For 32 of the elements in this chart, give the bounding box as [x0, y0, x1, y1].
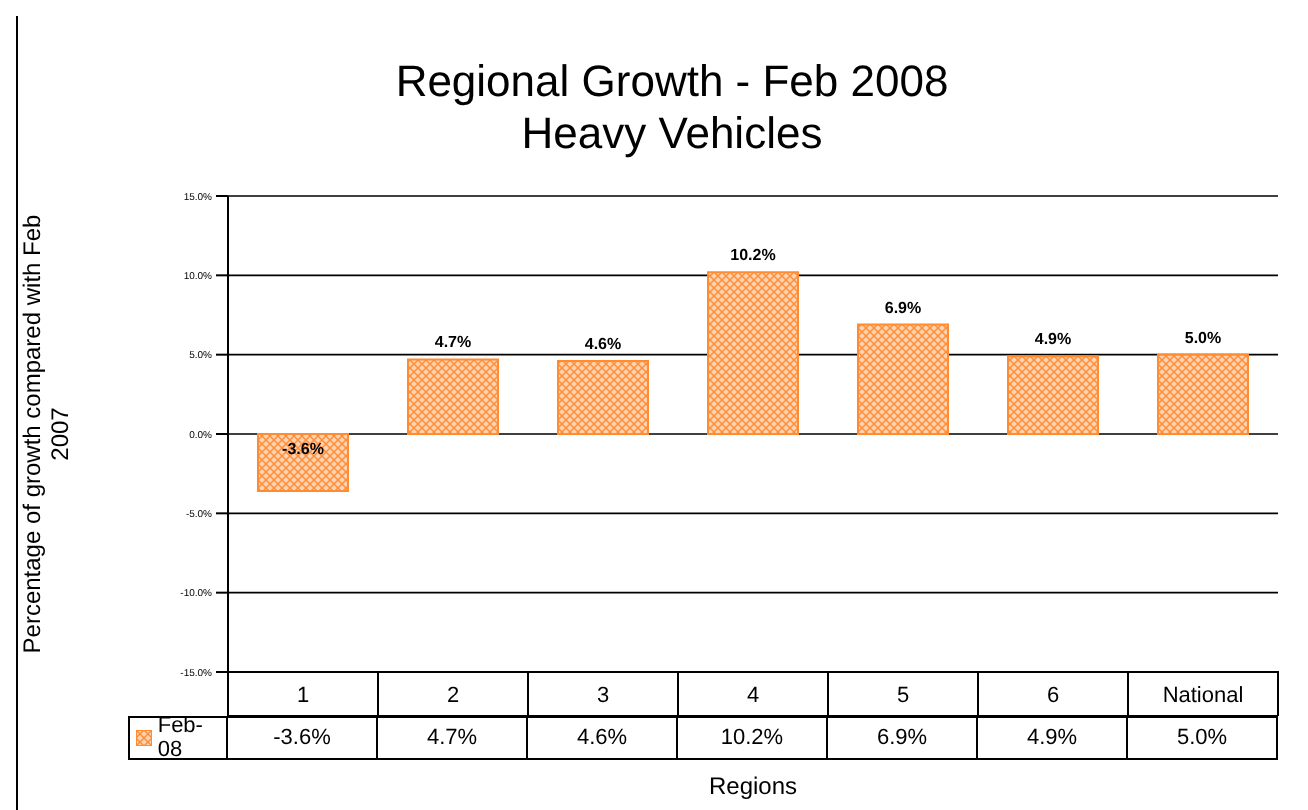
chart-subtitle: Heavy Vehicles — [519, 108, 825, 160]
text: -3.6% — [282, 440, 324, 458]
chart-title: Regional Growth - Feb 2008 — [393, 56, 951, 108]
text: 10.2% — [730, 246, 776, 265]
bar — [707, 271, 799, 435]
bar — [407, 358, 499, 435]
bar — [257, 433, 349, 493]
x-tick-label: 3 — [596, 684, 610, 708]
bar — [1007, 355, 1099, 435]
bar — [557, 360, 649, 435]
data-label: 4.9% — [978, 716, 1128, 760]
data-label: 4.7% — [378, 716, 528, 760]
bar — [857, 323, 949, 435]
data-label: 5.0% — [1128, 716, 1278, 760]
data-label: 6.9% — [828, 716, 978, 760]
data-label: 10.2% — [678, 716, 828, 760]
bar — [1157, 353, 1249, 435]
x-tick-label: 5 — [896, 684, 910, 708]
x-tick-label: 2 — [446, 684, 460, 708]
data-label: 4.6% — [528, 716, 678, 760]
text: 4.7% — [434, 333, 472, 352]
text: 4.9% — [1034, 330, 1072, 349]
x-tick-label: 1 — [296, 684, 310, 708]
text: 5.0% — [1184, 328, 1222, 347]
text: 6.9% — [884, 298, 922, 317]
y-axis-title: Percentage of growth compared with Feb 2007 — [18, 212, 74, 658]
x-tick-label: 4 — [746, 684, 760, 708]
x-tick-label: 6 — [1046, 684, 1060, 708]
x-tick-label: National — [1162, 684, 1244, 708]
x-axis-title: Regions — [706, 772, 800, 800]
data-label: -3.6% — [228, 716, 378, 760]
text: 4.6% — [584, 335, 622, 354]
